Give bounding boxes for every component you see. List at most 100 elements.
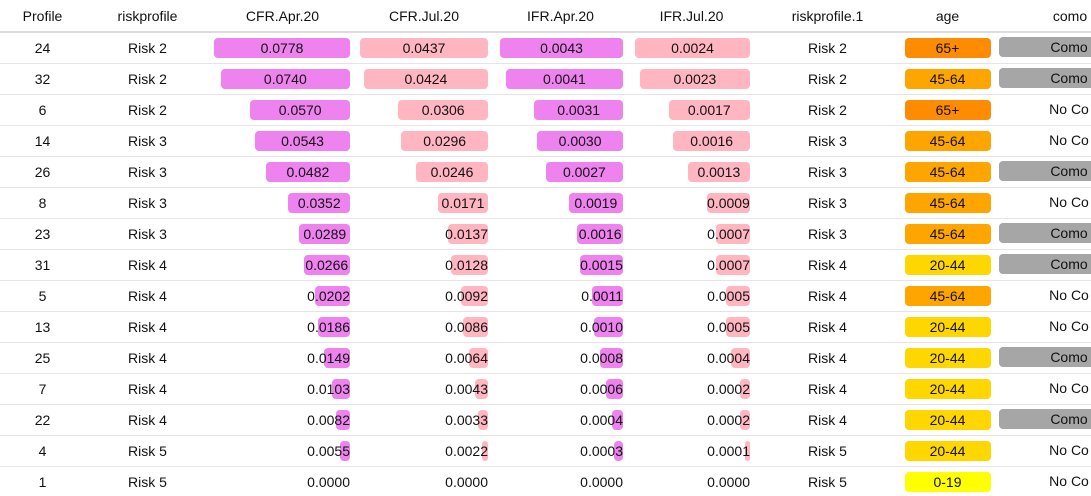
- age-badge: 20-44: [904, 410, 991, 430]
- bar-cell: 0.0004: [628, 342, 755, 374]
- column-header: CFR.Jul.20: [355, 0, 493, 33]
- como-badge: No Co: [1049, 100, 1089, 117]
- bar-cell: 0.0482: [210, 156, 355, 188]
- value-bar: 0.0128: [445, 255, 488, 275]
- value-bar: 0.0003: [580, 441, 623, 461]
- cell: 1: [0, 466, 85, 496]
- cell: Risk 2: [755, 32, 900, 64]
- cell: 13: [0, 311, 85, 343]
- column-header: como: [995, 0, 1091, 33]
- value-bar: 0.0778: [214, 38, 350, 58]
- bar-cell: 0.0002: [628, 373, 755, 405]
- bar-cell: 0.0004: [493, 404, 628, 436]
- age-cell: 65+: [900, 32, 995, 64]
- como-cell: Como: [995, 32, 1091, 64]
- value-bar: 0.0008: [580, 348, 623, 368]
- cell: 4: [0, 435, 85, 467]
- value-bar: 0.0031: [534, 100, 623, 120]
- bar-cell: 0.0022: [355, 435, 493, 467]
- bar-cell: 0.0055: [210, 435, 355, 467]
- cell: Risk 3: [85, 125, 210, 157]
- age-cell: 45-64: [900, 125, 995, 157]
- table-row: 22 Risk 4 0.0082 0.0033 0.0004 0.0002 Risk 4 20…: [0, 404, 1091, 436]
- bar-cell: 0.0017: [628, 94, 755, 126]
- value-bar: 0.0015: [580, 255, 623, 275]
- table-row: 4 Risk 5 0.0055 0.0022 0.0003 0.0001 Risk 5 20-…: [0, 435, 1091, 467]
- bar-cell: 0.0570: [210, 94, 355, 126]
- cell: Risk 4: [85, 280, 210, 312]
- value-bar: 0.0024: [635, 38, 750, 58]
- header-row: Profile riskprofile CFR.Apr.20 CFR.Jul.20 IF…: [0, 0, 1091, 33]
- bar-cell: 0.0266: [210, 249, 355, 281]
- value-bar: 0.0570: [250, 100, 350, 120]
- value-bar: 0.0002: [707, 379, 750, 399]
- bar-cell: 0.0005: [628, 311, 755, 343]
- bar-cell: 0.0015: [493, 249, 628, 281]
- value-bar: 0.0005: [707, 317, 750, 337]
- cell: Risk 3: [85, 187, 210, 219]
- age-cell: 20-44: [900, 435, 995, 467]
- bar-cell: 0.0007: [628, 249, 755, 281]
- como-cell: Como: [995, 156, 1091, 188]
- cell: Risk 2: [755, 94, 900, 126]
- value-bar: 0.0092: [445, 286, 488, 306]
- cell: Risk 2: [85, 94, 210, 126]
- value-bar: 0.0022: [445, 441, 488, 461]
- age-cell: 45-64: [900, 280, 995, 312]
- bar-cell: 0.0027: [493, 156, 628, 188]
- como-badge: Como: [999, 36, 1091, 57]
- como-badge: Como: [999, 160, 1091, 181]
- column-header: riskprofile.1: [755, 0, 900, 33]
- como-cell: No Co: [995, 466, 1091, 496]
- bar-cell: 0.0137: [355, 218, 493, 250]
- bar-cell: 0.0082: [210, 404, 355, 436]
- table-row: 32 Risk 2 0.0740 0.0424 0.0041 0.0023 Risk 2 45…: [0, 63, 1091, 95]
- value-bar: 0.0030: [537, 131, 623, 151]
- bar-cell: 0.0013: [628, 156, 755, 188]
- cell: Risk 4: [755, 404, 900, 436]
- column-header: riskprofile: [85, 0, 210, 33]
- age-badge: 20-44: [904, 441, 991, 461]
- age-badge: 20-44: [904, 348, 991, 368]
- value-bar: 0.0296: [401, 131, 488, 151]
- value-bar: 0.0043: [500, 38, 623, 58]
- value-bar: 0.0202: [307, 286, 350, 306]
- bar-cell: 0.0008: [493, 342, 628, 374]
- value-bar: 0.0043: [445, 379, 488, 399]
- cell: Risk 5: [755, 435, 900, 467]
- bar-cell: 0.0149: [210, 342, 355, 374]
- age-cell: 65+: [900, 94, 995, 126]
- value-bar: 0.0082: [307, 410, 350, 430]
- value-bar: 0.0186: [307, 317, 350, 337]
- table-row: 25 Risk 4 0.0149 0.0064 0.0008 0.0004 Risk 4 20…: [0, 342, 1091, 374]
- table-row: 1 Risk 5 0.0000 0.0000 0.0000 0.0000 Risk 5 0-1…: [0, 466, 1091, 496]
- cell: Risk 3: [755, 156, 900, 188]
- age-badge: 45-64: [904, 131, 991, 151]
- cell: 5: [0, 280, 85, 312]
- value-bar: 0.0005: [707, 286, 750, 306]
- value-bar: 0.0016: [673, 131, 750, 151]
- bar-cell: 0.0352: [210, 187, 355, 219]
- table-body: 24 Risk 2 0.0778 0.0437 0.0043 0.0024 Risk 2 65…: [0, 32, 1091, 496]
- bar-cell: 0.0128: [355, 249, 493, 281]
- age-badge: 45-64: [904, 193, 991, 213]
- value-bar: 0.0289: [299, 224, 350, 244]
- bar-cell: 0.0092: [355, 280, 493, 312]
- cell: Risk 3: [85, 218, 210, 250]
- value-bar: 0.0013: [687, 162, 750, 182]
- table-row: 8 Risk 3 0.0352 0.0171 0.0019 0.0009 Risk 3 45-…: [0, 187, 1091, 219]
- value-bar: 0.0543: [255, 131, 350, 151]
- cell: 26: [0, 156, 85, 188]
- bar-cell: 0.0778: [210, 32, 355, 64]
- bar-cell: 0.0186: [210, 311, 355, 343]
- value-bar: 0.0482: [265, 162, 350, 182]
- value-bar: 0.0740: [220, 69, 350, 89]
- value-bar: 0.0002: [707, 410, 750, 430]
- column-header: CFR.Apr.20: [210, 0, 355, 33]
- age-badge: 0-19: [904, 472, 991, 492]
- como-badge: No Co: [1049, 286, 1089, 303]
- age-badge: 65+: [904, 38, 991, 58]
- value-bar: 0.0137: [445, 224, 488, 244]
- bar-cell: 0.0006: [493, 373, 628, 405]
